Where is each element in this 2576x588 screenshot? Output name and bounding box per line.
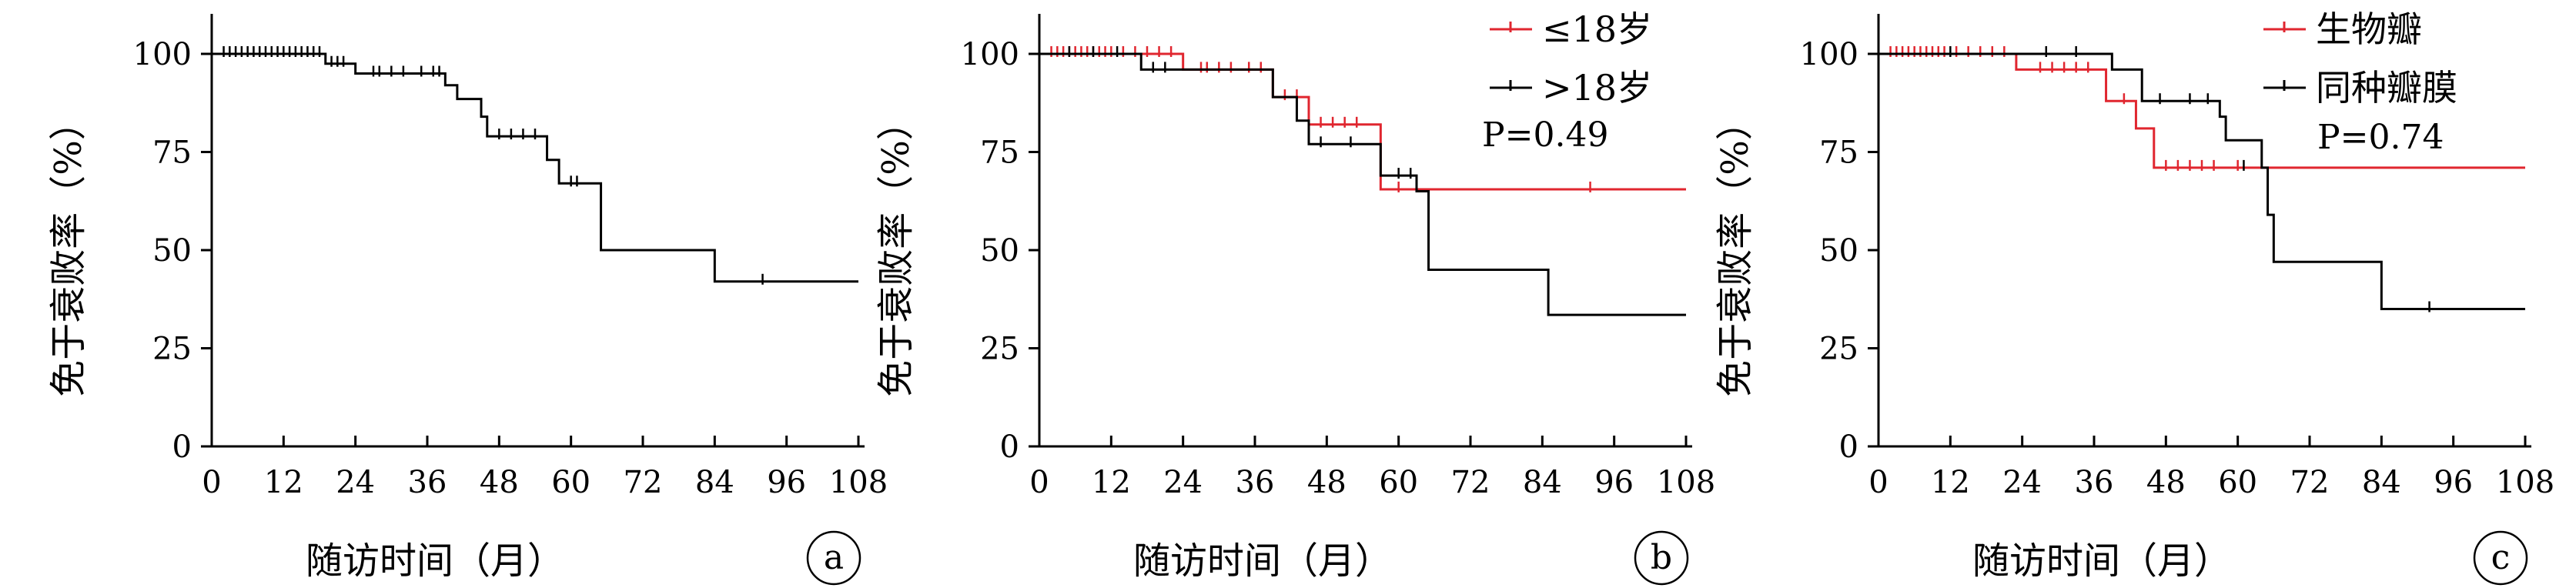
x-tick-label: 84 xyxy=(695,465,734,500)
x-tick-label: 12 xyxy=(264,465,303,500)
x-tick-label: 108 xyxy=(829,465,888,500)
x-tick-label: 12 xyxy=(1931,465,1970,500)
x-tick-label: 12 xyxy=(1092,465,1131,500)
legend-label: >18岁 xyxy=(1542,67,1652,109)
x-tick-label: 48 xyxy=(1307,465,1347,500)
legend-label: 同种瓣膜 xyxy=(2316,67,2457,109)
y-tick-label: 0 xyxy=(1000,429,1019,465)
x-tick-label: 96 xyxy=(2434,465,2473,500)
x-tick-label: 0 xyxy=(1029,465,1049,500)
panel-label: a xyxy=(824,538,844,577)
x-axis-label: 随访时间（月） xyxy=(1133,540,1392,583)
panel-label-circle xyxy=(1634,530,1689,586)
panel-b: 0 25 50 75 100 0 12 24 36 48 60 72 84 96 108 随访时间（月） 免于衰… xyxy=(875,8,1715,586)
x-tick-label: 72 xyxy=(624,465,663,500)
km-curve-2 xyxy=(1878,52,2525,310)
y-tick-label: 100 xyxy=(961,37,1019,72)
x-tick-label: 60 xyxy=(2218,465,2257,500)
y-tick-label: 25 xyxy=(152,332,192,367)
panel-c: 0 25 50 75 100 0 12 24 36 48 60 72 84 96 108 随访时间（月） 免于衰… xyxy=(1714,8,2554,586)
x-tick-label: 72 xyxy=(1451,465,1490,500)
km-curve-1 xyxy=(212,52,858,283)
panel-label-circle xyxy=(806,530,861,586)
x-tick-label: 72 xyxy=(2290,465,2330,500)
x-tick-label: 24 xyxy=(1163,465,1203,500)
y-tick-label: 25 xyxy=(1819,332,1858,367)
y-tick-label: 75 xyxy=(152,135,192,171)
x-tick-label: 0 xyxy=(202,465,221,500)
legend-label: 生物瓣 xyxy=(2316,8,2422,50)
km-curve-1 xyxy=(1878,52,2525,169)
y-tick-label: 50 xyxy=(1819,233,1858,269)
panel-label-circle xyxy=(2473,530,2528,586)
panel-a: 0 25 50 75 100 0 12 24 36 48 60 72 84 96 108 随访时间（月） 免于衰… xyxy=(47,14,888,586)
y-tick-label: 100 xyxy=(133,37,192,72)
x-tick-label: 48 xyxy=(480,465,519,500)
x-tick-label: 108 xyxy=(1657,465,1715,500)
y-tick-label: 50 xyxy=(980,233,1019,269)
y-tick-label: 75 xyxy=(1819,135,1858,171)
x-tick-label: 108 xyxy=(2496,465,2554,500)
legend-label: ≤18岁 xyxy=(1542,8,1652,50)
x-tick-label: 36 xyxy=(1236,465,1275,500)
x-tick-label: 84 xyxy=(1523,465,1562,500)
x-axis-label: 随访时间（月） xyxy=(306,540,564,583)
x-tick-label: 60 xyxy=(1379,465,1418,500)
y-axis-label: 免于衰败率（%） xyxy=(1714,103,1757,397)
x-tick-label: 0 xyxy=(1868,465,1888,500)
x-tick-label: 24 xyxy=(336,465,375,500)
x-tick-label: 60 xyxy=(551,465,590,500)
x-tick-label: 36 xyxy=(408,465,447,500)
p-value: P=0.49 xyxy=(1482,115,1608,155)
x-tick-label: 24 xyxy=(2002,465,2042,500)
panel-label: b xyxy=(1651,538,1672,577)
x-tick-label: 36 xyxy=(2075,465,2114,500)
y-axis-label: 免于衰败率（%） xyxy=(875,103,918,397)
p-value: P=0.74 xyxy=(2317,118,2444,157)
x-axis-label: 随访时间（月） xyxy=(1972,540,2231,583)
y-tick-label: 100 xyxy=(1800,37,1858,72)
y-tick-label: 50 xyxy=(152,233,192,269)
y-tick-label: 25 xyxy=(980,332,1019,367)
x-tick-label: 96 xyxy=(767,465,806,500)
y-tick-label: 75 xyxy=(980,135,1019,171)
km-curve-2 xyxy=(1039,52,1686,316)
y-axis-label: 免于衰败率（%） xyxy=(47,103,90,397)
panel-label: c xyxy=(2491,538,2511,577)
y-tick-label: 0 xyxy=(172,429,192,465)
x-tick-label: 48 xyxy=(2146,465,2186,500)
x-tick-label: 96 xyxy=(1594,465,1634,500)
y-tick-label: 0 xyxy=(1839,429,1858,465)
x-tick-label: 84 xyxy=(2362,465,2401,500)
